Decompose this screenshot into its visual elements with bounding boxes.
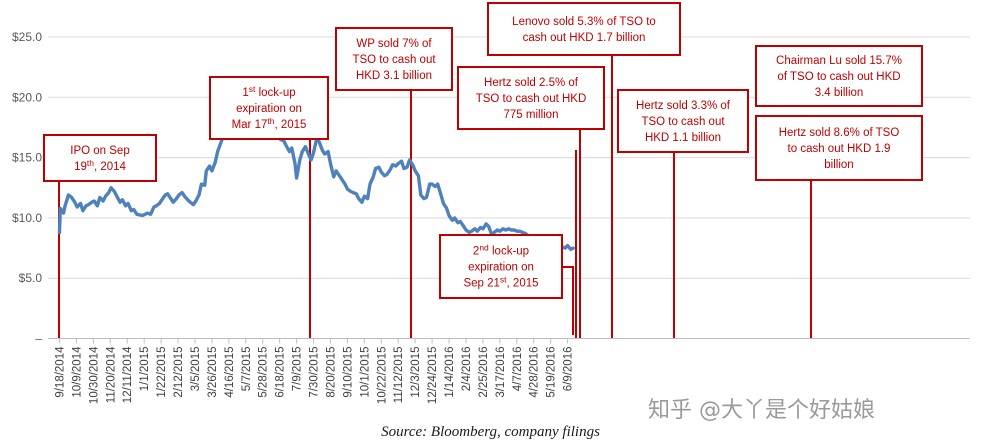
annotation-box bbox=[755, 115, 923, 181]
x-tick-label: 10/22/2015 bbox=[376, 347, 388, 405]
annotation-text: HKD 3.1 billion bbox=[356, 70, 432, 82]
x-tick-label: 9/18/2014 bbox=[55, 346, 67, 398]
x-tick-label: 1/14/2016 bbox=[444, 347, 456, 398]
price-line bbox=[57, 95, 575, 251]
annotation-text: 775 million bbox=[504, 109, 559, 121]
y-tick-label: $15.0 bbox=[12, 151, 42, 165]
y-tick-label: – bbox=[35, 332, 42, 346]
x-tick-label: 10/1/2015 bbox=[359, 347, 371, 398]
x-tick-label: 3/26/2015 bbox=[207, 347, 219, 398]
watermark: 知乎 @大丫是个好姑娘 bbox=[648, 398, 875, 423]
hertz33-annotation: Hertz sold 3.3% of TSO to cash out HKD 1.1… bbox=[617, 89, 749, 153]
annotation-text: HKD 1.1 billion bbox=[645, 132, 721, 144]
annotation-text: 19th, 2014 bbox=[74, 158, 126, 173]
y-tick-label: $25.0 bbox=[12, 30, 42, 44]
annotation-text: Sep 21st, 2015 bbox=[463, 275, 538, 290]
x-tick-label: 11/20/2014 bbox=[105, 346, 117, 403]
x-tick-label: 1/1/2015 bbox=[139, 347, 151, 392]
wp-annotation: WP sold 7% of TSO to cash out HKD 3.1 bill… bbox=[335, 27, 453, 91]
annotation-box bbox=[457, 66, 605, 130]
annotation-text: TSO to cash out bbox=[641, 116, 725, 128]
x-tick-label: 1/22/2015 bbox=[156, 347, 168, 398]
annotation-box bbox=[755, 45, 923, 107]
x-axis: 9/18/2014 10/9/2014 10/30/2014 11/20/2014 12… bbox=[55, 338, 575, 405]
annotation-text: expiration on bbox=[468, 262, 534, 274]
annotation-text: Hertz sold 8.6% of TSO bbox=[779, 127, 900, 139]
x-tick-label: 12/11/2014 bbox=[122, 346, 134, 403]
x-tick-label: 12/24/2015 bbox=[427, 347, 439, 405]
annotation-text: TSO to cash out bbox=[352, 54, 436, 66]
x-tick-label: 7/9/2015 bbox=[292, 347, 304, 392]
x-tick-label: 11/12/2015 bbox=[393, 347, 405, 404]
x-tick-label: 10/30/2014 bbox=[88, 346, 100, 404]
source-note: Source: Bloomberg, company filings bbox=[381, 424, 600, 440]
x-tick-label: 12/3/2015 bbox=[410, 347, 422, 398]
x-tick-label: 5/28/2015 bbox=[258, 347, 270, 398]
annotation-text: Mar 17th, 2015 bbox=[232, 116, 307, 131]
x-tick-label: 6/9/2016 bbox=[563, 347, 575, 392]
annotation-text: TSO to cash out HKD bbox=[476, 93, 587, 105]
annotation-box bbox=[439, 234, 563, 299]
x-tick-label: 4/28/2016 bbox=[529, 347, 541, 398]
annotation-text: 3.4 billion bbox=[815, 87, 864, 99]
hertz25-annotation: Hertz sold 2.5% of TSO to cash out HKD 775… bbox=[457, 66, 605, 130]
x-tick-label: 3/5/2015 bbox=[190, 347, 202, 392]
annotation-text: Hertz sold 3.3% of bbox=[636, 100, 731, 112]
annotation-box bbox=[43, 134, 157, 182]
annotation-text: expiration on bbox=[236, 103, 302, 115]
annotation-text: Chairman Lu sold 15.7% bbox=[776, 55, 902, 67]
annotation-box bbox=[209, 76, 329, 140]
y-tick-label: $10.0 bbox=[12, 211, 42, 225]
y-tick-label: $20.0 bbox=[12, 90, 42, 104]
lockup2-connector bbox=[562, 266, 574, 335]
hertz86-annotation: Hertz sold 8.6% of TSO to cash out HKD 1.… bbox=[755, 115, 923, 181]
annotation-text: Lenovo sold 5.3% of TSO to bbox=[512, 16, 656, 28]
annotation-text: 1st lock-up bbox=[242, 84, 295, 99]
annotation-text: WP sold 7% of bbox=[356, 38, 432, 50]
y-axis: $25.0 $20.0 $15.0 $10.0 $5.0 – bbox=[12, 30, 42, 346]
x-tick-label: 9/10/2015 bbox=[342, 347, 354, 398]
x-tick-label: 6/18/2015 bbox=[275, 347, 287, 398]
x-tick-label: 7/30/2015 bbox=[309, 347, 321, 398]
x-tick-label: 5/7/2015 bbox=[241, 347, 253, 392]
annotation-text: Hertz sold 2.5% of bbox=[484, 77, 579, 89]
annotation-text: of TSO to cash out HKD bbox=[777, 71, 900, 83]
annotation-box bbox=[335, 27, 453, 91]
luchair-annotation: Chairman Lu sold 15.7% of TSO to cash out… bbox=[755, 45, 923, 107]
annotation-text: to cash out HKD 1.9 bbox=[788, 143, 891, 155]
x-tick-label: 4/7/2016 bbox=[512, 347, 524, 392]
x-tick-label: 2/12/2015 bbox=[173, 347, 185, 398]
annotation-text: IPO on Sep bbox=[70, 145, 129, 157]
x-tick-label: 10/9/2014 bbox=[71, 346, 83, 398]
annotation-text: billion bbox=[824, 159, 853, 171]
lenovo-annotation: Lenovo sold 5.3% of TSO to cash out HKD 1… bbox=[487, 2, 681, 56]
annotation-box bbox=[617, 89, 749, 153]
annotation-text: cash out HKD 1.7 billion bbox=[523, 32, 646, 44]
annotation-lines bbox=[58, 55, 812, 338]
x-tick-label: 4/16/2015 bbox=[224, 347, 236, 398]
annotation-box bbox=[487, 2, 681, 56]
y-tick-label: $5.0 bbox=[19, 271, 43, 285]
x-tick-label: 2/25/2016 bbox=[478, 347, 490, 398]
x-tick-label: 5/19/2016 bbox=[546, 347, 558, 398]
x-tick-label: 8/20/2015 bbox=[325, 347, 337, 398]
x-tick-label: 3/17/2016 bbox=[495, 347, 507, 398]
annotation-text: 2nd lock-up bbox=[473, 243, 529, 258]
x-tick-label: 2/4/2016 bbox=[461, 347, 473, 392]
